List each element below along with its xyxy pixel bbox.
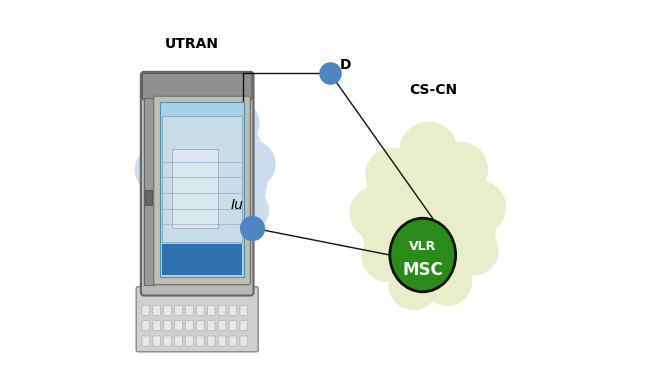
FancyBboxPatch shape (142, 305, 150, 316)
FancyBboxPatch shape (196, 336, 204, 346)
Circle shape (366, 149, 419, 201)
Ellipse shape (145, 100, 267, 251)
FancyBboxPatch shape (153, 336, 161, 346)
FancyBboxPatch shape (207, 336, 215, 346)
FancyBboxPatch shape (175, 305, 182, 316)
FancyBboxPatch shape (196, 321, 204, 331)
FancyBboxPatch shape (164, 305, 172, 316)
Circle shape (150, 105, 197, 153)
Circle shape (389, 261, 437, 310)
Text: Iu: Iu (231, 198, 244, 211)
Circle shape (454, 182, 505, 233)
FancyBboxPatch shape (218, 305, 226, 316)
Circle shape (350, 187, 401, 239)
FancyBboxPatch shape (185, 336, 193, 346)
FancyBboxPatch shape (136, 287, 258, 352)
Circle shape (433, 142, 487, 197)
Circle shape (210, 99, 259, 148)
Ellipse shape (360, 148, 496, 289)
Bar (144, 98, 154, 285)
FancyBboxPatch shape (141, 72, 253, 296)
Text: CS-CN: CS-CN (409, 83, 457, 98)
Circle shape (201, 222, 244, 265)
Bar (145, 190, 152, 206)
Bar (172, 149, 218, 228)
FancyBboxPatch shape (185, 321, 193, 331)
FancyBboxPatch shape (142, 321, 150, 331)
FancyBboxPatch shape (229, 336, 237, 346)
Circle shape (400, 122, 457, 180)
Point (325, 70, 335, 76)
FancyBboxPatch shape (240, 305, 248, 316)
Circle shape (146, 194, 191, 239)
FancyBboxPatch shape (164, 321, 172, 331)
FancyBboxPatch shape (196, 305, 204, 316)
FancyBboxPatch shape (164, 336, 172, 346)
Ellipse shape (390, 218, 456, 292)
Circle shape (135, 147, 181, 193)
Bar (160, 102, 244, 277)
FancyBboxPatch shape (154, 96, 250, 285)
Circle shape (423, 257, 472, 305)
Bar (162, 116, 242, 241)
FancyBboxPatch shape (143, 73, 252, 100)
Circle shape (180, 78, 231, 129)
Circle shape (229, 141, 275, 187)
FancyBboxPatch shape (229, 305, 237, 316)
FancyBboxPatch shape (240, 336, 248, 346)
FancyBboxPatch shape (207, 305, 215, 316)
FancyBboxPatch shape (153, 305, 161, 316)
FancyBboxPatch shape (218, 321, 226, 331)
Bar (162, 243, 242, 275)
Circle shape (225, 189, 268, 232)
FancyBboxPatch shape (185, 305, 193, 316)
FancyBboxPatch shape (175, 321, 182, 331)
Text: UTRAN: UTRAN (165, 37, 219, 51)
FancyBboxPatch shape (153, 321, 161, 331)
Point (247, 225, 257, 231)
FancyBboxPatch shape (175, 336, 182, 346)
Text: MSC: MSC (402, 261, 443, 279)
Circle shape (170, 226, 214, 269)
FancyBboxPatch shape (207, 321, 215, 331)
Circle shape (362, 231, 412, 281)
FancyBboxPatch shape (229, 321, 237, 331)
Circle shape (450, 227, 498, 275)
Text: VLR: VLR (409, 240, 436, 253)
Text: D: D (340, 58, 351, 72)
FancyBboxPatch shape (218, 336, 226, 346)
FancyBboxPatch shape (142, 336, 150, 346)
FancyBboxPatch shape (240, 321, 248, 331)
